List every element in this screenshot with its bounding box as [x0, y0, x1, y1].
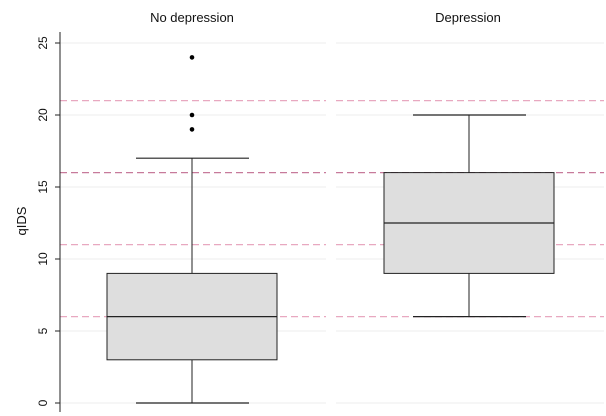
y-tick-label-4: 20 — [36, 108, 50, 122]
boxplot-1 — [384, 115, 554, 317]
y-axis: 0 5 10 15 20 25 — [36, 32, 60, 412]
y-tick-label-2: 10 — [36, 252, 50, 266]
y-tick-label-0: 0 — [36, 399, 50, 406]
panel-title-no-depression: No depression — [150, 10, 234, 25]
boxes-layer — [107, 55, 554, 403]
panel-title-depression: Depression — [435, 10, 501, 25]
outlier-point-0-2 — [190, 55, 195, 60]
y-tick-label-1: 5 — [36, 327, 50, 334]
outlier-point-0-1 — [190, 113, 195, 118]
y-tick-label-3: 15 — [36, 180, 50, 194]
y-tick-label-5: 25 — [36, 36, 50, 50]
y-axis-title: qIDS — [14, 206, 29, 235]
boxplot-0 — [107, 55, 277, 403]
outlier-point-0-0 — [190, 127, 195, 132]
